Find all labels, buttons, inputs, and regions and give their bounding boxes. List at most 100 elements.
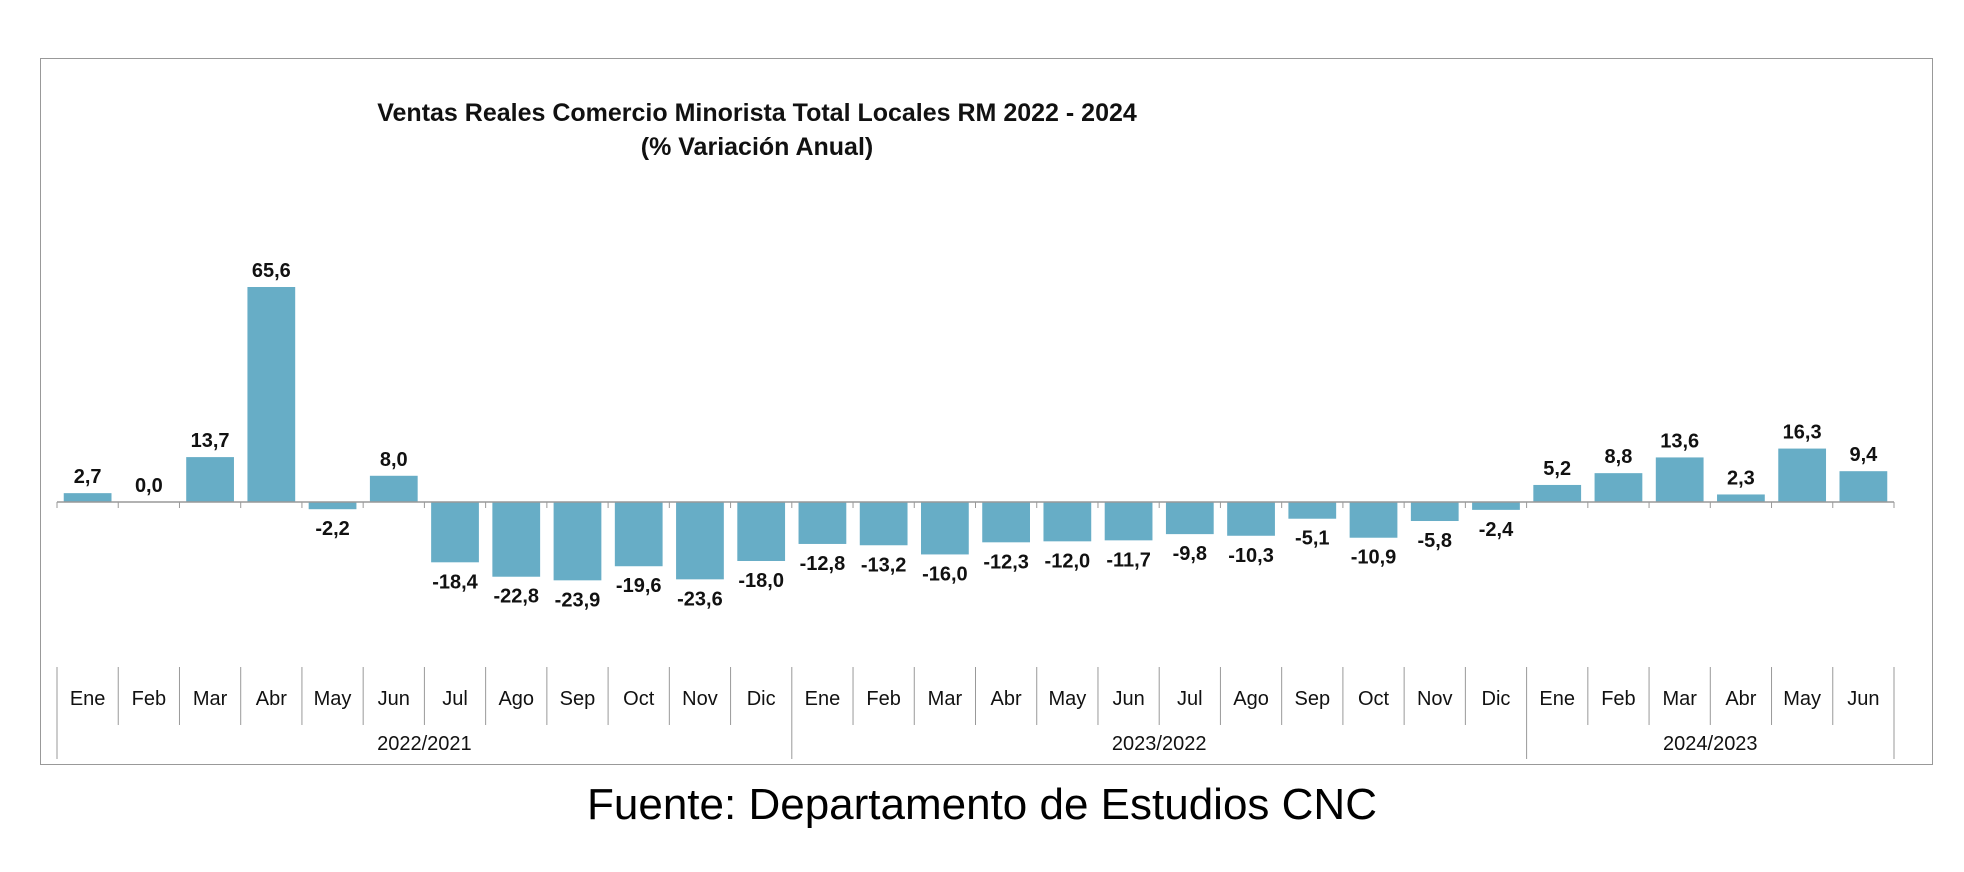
bar: [1778, 448, 1827, 502]
category-label: Mar: [1662, 688, 1697, 710]
category-label: Oct: [623, 688, 655, 710]
bar: [1472, 502, 1520, 510]
data-label: 5,2: [1543, 458, 1571, 480]
data-label: 2,3: [1727, 467, 1755, 489]
data-label: -10,9: [1351, 547, 1397, 569]
data-label: -16,0: [922, 563, 968, 585]
chart-frame: Ventas Reales Comercio Minorista Total L…: [40, 58, 1933, 765]
category-label: Abr: [991, 688, 1022, 710]
bar: [1227, 502, 1275, 536]
category-label: Ene: [70, 688, 106, 710]
data-label: -19,6: [616, 575, 662, 597]
data-label: -10,3: [1228, 545, 1274, 567]
data-label: -13,2: [861, 554, 907, 576]
category-label: Jun: [1112, 688, 1144, 710]
data-label: 13,7: [191, 430, 230, 452]
category-label: Nov: [1417, 688, 1453, 710]
category-label: Feb: [866, 688, 900, 710]
data-label: -12,3: [983, 551, 1029, 573]
bar: [1165, 502, 1214, 535]
bar: [553, 502, 602, 581]
bar: [1104, 502, 1153, 541]
category-label: May: [1783, 688, 1821, 710]
category-label: Dic: [747, 688, 776, 710]
chart-title: Ventas Reales Comercio Minorista Total L…: [377, 99, 1137, 127]
category-label: Mar: [928, 688, 963, 710]
data-label: -18,4: [432, 571, 478, 593]
data-label: -12,0: [1045, 550, 1091, 572]
data-label: 13,6: [1660, 430, 1699, 452]
data-label: 8,0: [380, 449, 408, 471]
bar: [1043, 502, 1092, 542]
data-label: -5,1: [1295, 528, 1329, 550]
category-label: Ene: [1539, 688, 1575, 710]
bar: [859, 502, 908, 546]
bar: [1717, 494, 1765, 502]
bar: [492, 502, 541, 577]
category-label: Ago: [1233, 688, 1269, 710]
data-label: 16,3: [1783, 422, 1822, 444]
category-label: Jun: [1847, 688, 1879, 710]
group-label: 2022/2021: [377, 733, 472, 755]
bar: [186, 457, 234, 502]
category-label: Feb: [1601, 688, 1635, 710]
category-label: Sep: [1294, 688, 1330, 710]
data-label: -23,9: [555, 589, 601, 611]
bar: [921, 502, 969, 555]
category-label: Jul: [1177, 688, 1203, 710]
bar: [308, 502, 357, 510]
data-label: -22,8: [493, 586, 539, 608]
category-label: Feb: [132, 688, 166, 710]
category-label: Sep: [560, 688, 596, 710]
bar: [614, 502, 663, 567]
category-label: Abr: [256, 688, 287, 710]
data-label: -12,8: [800, 553, 846, 575]
bar: [1839, 471, 1888, 502]
data-label: -9,8: [1173, 543, 1207, 565]
data-label: -2,4: [1479, 519, 1514, 541]
category-label: Dic: [1482, 688, 1511, 710]
category-label: Ago: [498, 688, 534, 710]
chart-subtitle: (% Variación Anual): [641, 133, 873, 161]
bars-layer: [63, 287, 1888, 581]
data-label: 9,4: [1849, 444, 1878, 466]
bar: [1533, 484, 1582, 502]
bar: [247, 287, 296, 502]
category-label: Mar: [193, 688, 228, 710]
bar: [1594, 473, 1643, 502]
bar: [676, 502, 724, 580]
category-label: Oct: [1358, 688, 1390, 710]
bar: [431, 502, 479, 563]
data-label: 8,8: [1605, 446, 1633, 468]
source-note: Fuente: Departamento de Estudios CNC: [587, 780, 1377, 829]
category-axis: Ene Feb Mar Abr May Jun Jul Ago Sep Oct Nov Dic Ene F…: [56, 501, 1895, 759]
bar: [1288, 502, 1337, 519]
data-label: -5,8: [1418, 530, 1452, 552]
data-label: -18,0: [738, 570, 784, 592]
category-label: Nov: [682, 688, 718, 710]
data-label: -2,2: [315, 518, 349, 540]
category-label: Jul: [442, 688, 468, 710]
data-label: -23,6: [677, 588, 723, 610]
data-label: -11,7: [1106, 549, 1150, 571]
category-label: Ene: [805, 688, 841, 710]
data-label: 0,0: [135, 475, 163, 497]
category-label: May: [1048, 688, 1086, 710]
data-label: 2,7: [74, 466, 102, 488]
category-label: Jun: [378, 688, 410, 710]
bar: [1410, 502, 1459, 522]
data-label: 65,6: [252, 260, 291, 282]
bar: [798, 502, 847, 544]
bar: [1349, 502, 1398, 538]
bar: [737, 502, 786, 561]
category-label: May: [314, 688, 352, 710]
group-label: 2024/2023: [1663, 733, 1758, 755]
data-labels-layer: 2,7 0,0 13,7 65,6 -2,2 8,0 -18,4 -22,8 -23,9 -19,…: [74, 260, 1878, 611]
bar: [63, 493, 112, 502]
bar: [369, 475, 418, 502]
bar: [1655, 457, 1704, 502]
bar-chart: Ventas Reales Comercio Minorista Total L…: [56, 99, 1895, 759]
group-label: 2023/2022: [1112, 733, 1207, 755]
bar: [982, 502, 1030, 543]
category-label: Abr: [1725, 688, 1756, 710]
